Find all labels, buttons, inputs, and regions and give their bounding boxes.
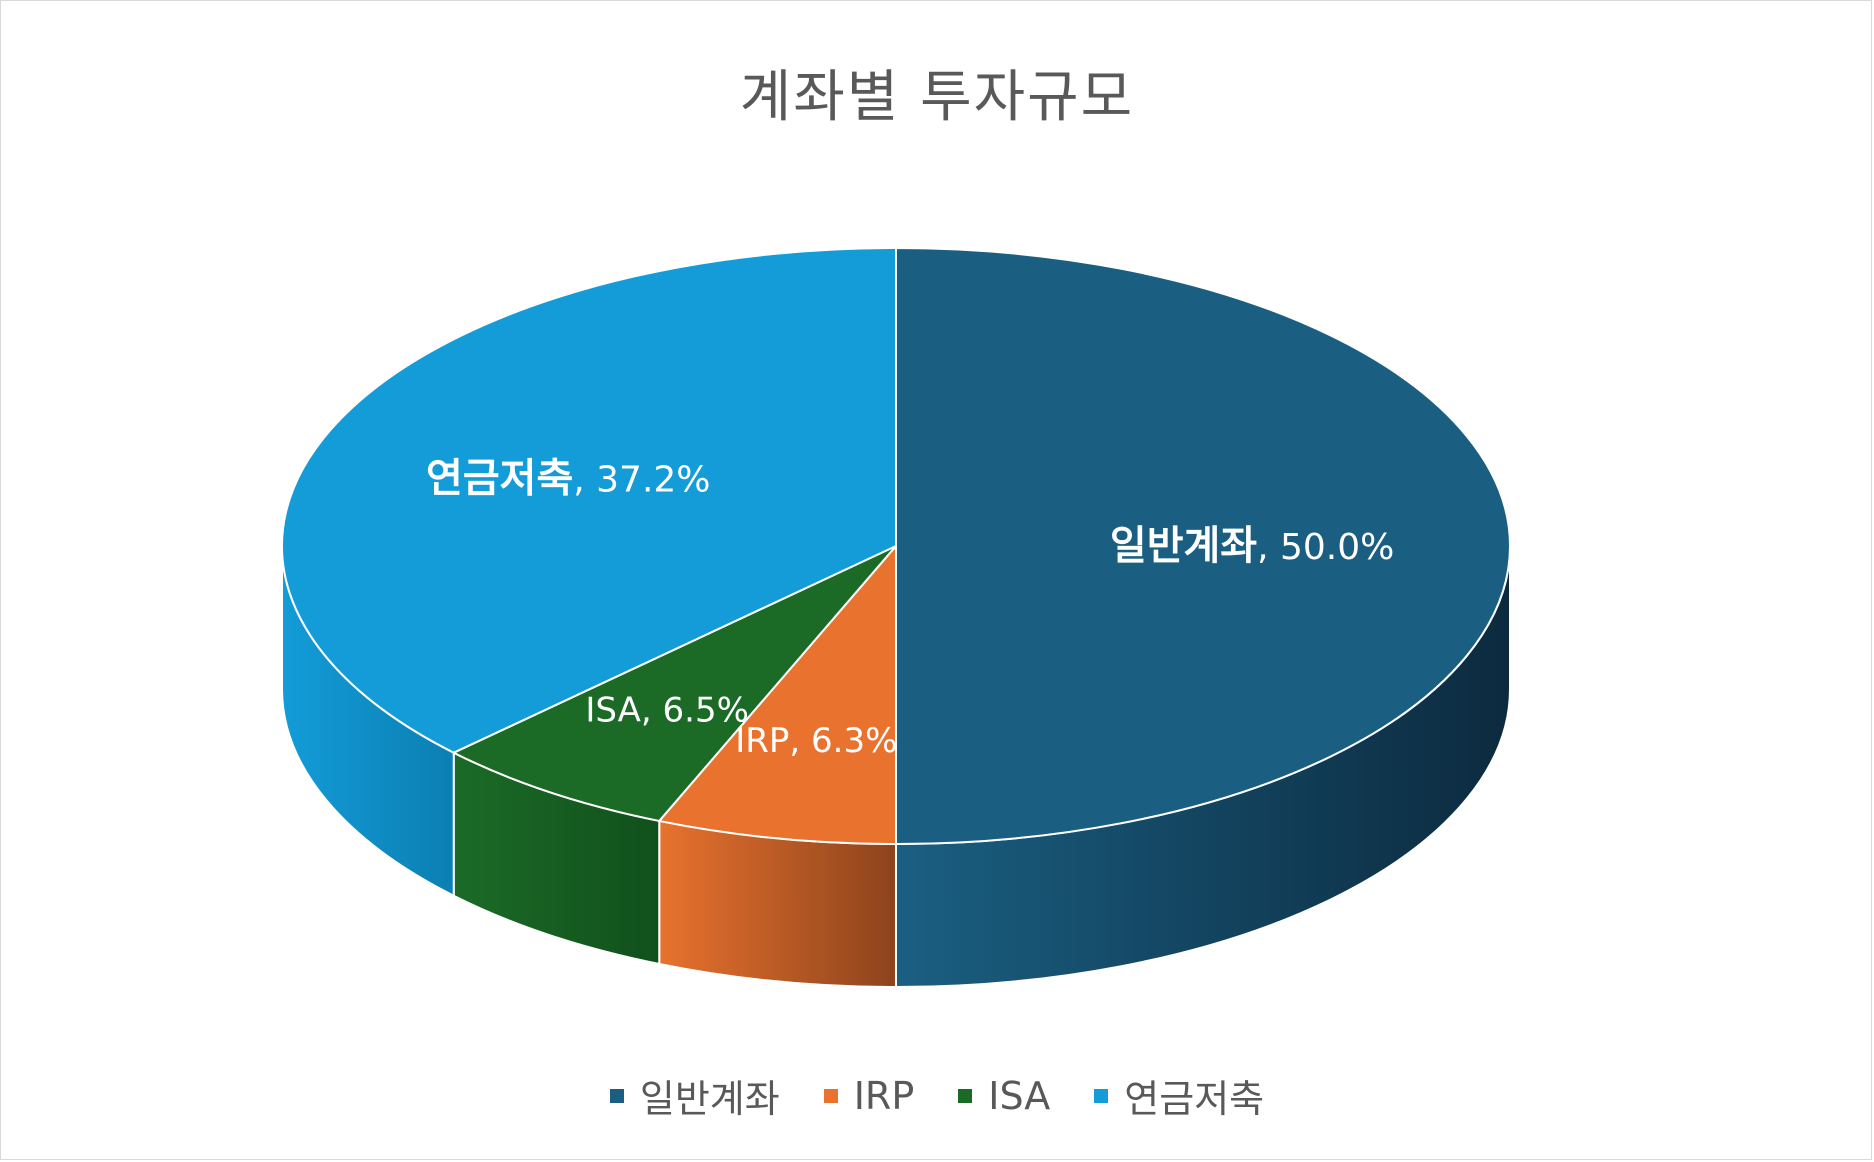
data-label-ISA: ISA, 6.5%	[585, 690, 749, 730]
legend-item-IRP: IRP	[823, 1068, 915, 1123]
chart-title: 계좌별 투자규모	[739, 65, 1135, 130]
data-label-IRP: IRP, 6.3%	[735, 721, 897, 761]
legend-swatch-icon	[958, 1088, 973, 1103]
pie-slice-ISA	[452, 545, 897, 822]
legend-swatch-icon	[823, 1088, 838, 1103]
legend-label: ISA	[988, 1073, 1051, 1118]
legend-item-ISA: ISA	[958, 1068, 1050, 1123]
pie-slice-연금저축	[281, 247, 897, 754]
legend-item-일반계좌: 일반계좌	[609, 1068, 780, 1123]
pie-slice-일반계좌	[895, 247, 1511, 845]
legend-label: IRP	[853, 1073, 915, 1118]
pie-slice-IRP	[658, 545, 897, 845]
legend-swatch-icon	[609, 1088, 624, 1103]
pie-side-IRP	[658, 819, 897, 989]
legend-swatch-icon	[1094, 1088, 1109, 1103]
legend-item-연금저축: 연금저축	[1094, 1068, 1264, 1123]
data-label-연금저축: 연금저축, 37.2%	[426, 455, 710, 501]
chart-legend: 일반계좌 IRP ISA 연금저축	[0, 1068, 1874, 1123]
legend-label: 연금저축	[1124, 1077, 1265, 1121]
legend-label: 일반계좌	[639, 1077, 780, 1121]
data-label-일반계좌: 일반계좌, 50.0%	[1110, 523, 1394, 569]
